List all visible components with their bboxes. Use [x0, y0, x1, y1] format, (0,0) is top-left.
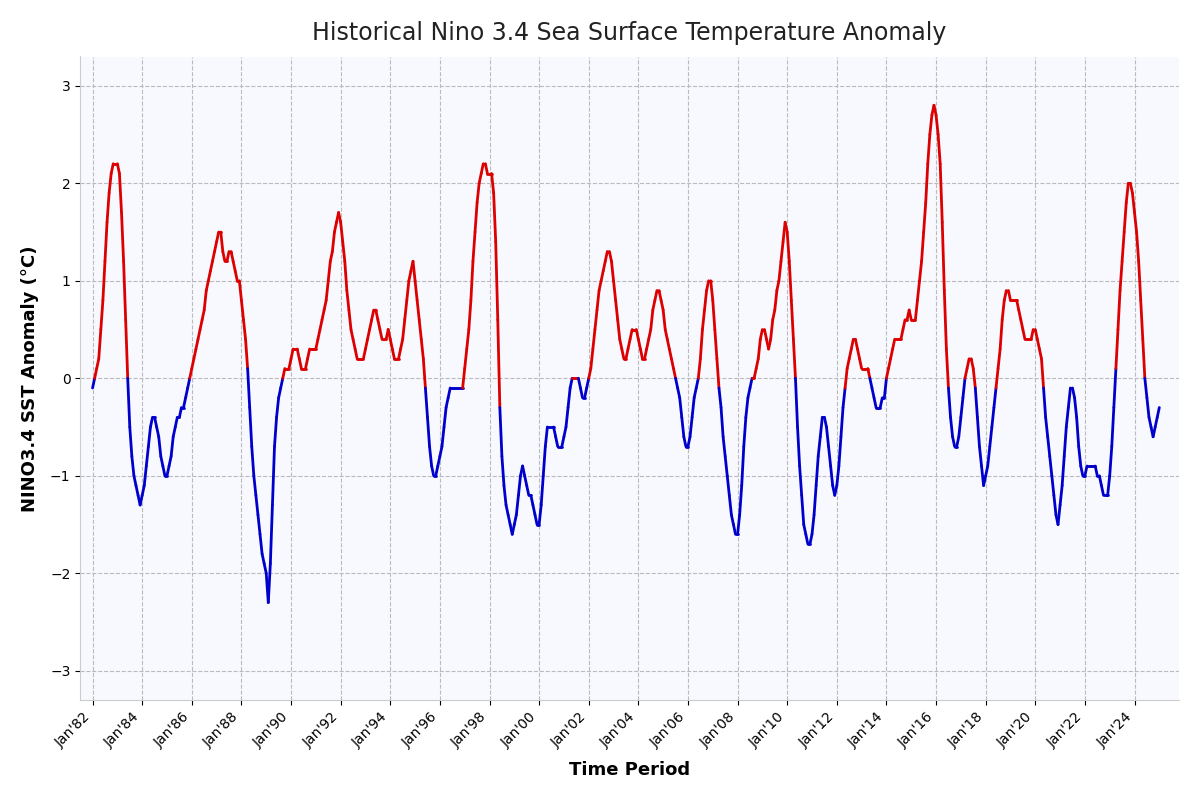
Title: Historical Nino 3.4 Sea Surface Temperature Anomaly: Historical Nino 3.4 Sea Surface Temperat…	[312, 21, 947, 45]
Y-axis label: NINO3.4 SST Anomaly (°C): NINO3.4 SST Anomaly (°C)	[20, 245, 38, 511]
X-axis label: Time Period: Time Period	[569, 761, 690, 779]
